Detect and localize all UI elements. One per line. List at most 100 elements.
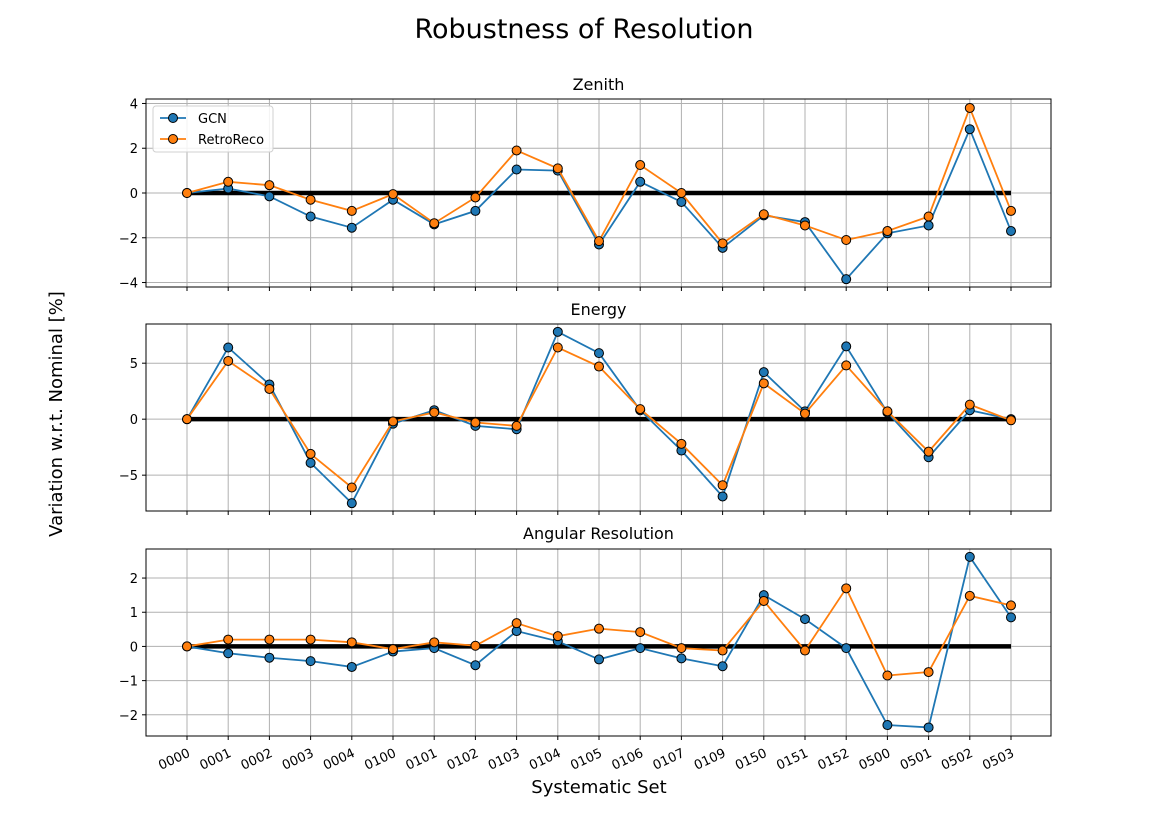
x-tick-label: 0503 (980, 746, 1016, 774)
legend-marker (168, 113, 178, 123)
data-point-retroreco (923, 667, 934, 678)
data-point-retroreco (964, 399, 975, 410)
data-point-retroreco (758, 209, 769, 220)
data-point-retroreco (182, 188, 192, 198)
data-point-retroreco (841, 360, 852, 371)
data-point-retroreco (264, 180, 275, 191)
y-tick-label: −5 (119, 469, 138, 484)
data-point-gcn (470, 660, 481, 671)
data-point-retroreco (346, 205, 357, 216)
panel-energy: −5 0 5 Energy (119, 300, 1052, 515)
data-point-retroreco (182, 414, 192, 425)
x-tick-label: 0109 (692, 746, 728, 774)
data-point-retroreco (429, 407, 440, 418)
y-tick-label: 1 (130, 606, 138, 621)
data-point-gcn (717, 491, 728, 502)
data-point-retroreco (635, 627, 646, 638)
figure-title: Robustness of Resolution (414, 14, 753, 45)
data-point-retroreco (676, 438, 687, 449)
data-point-retroreco (511, 618, 522, 629)
panel-angular-resolution: −2 −1 0 1 2 Angular Resolution (119, 524, 1052, 740)
x-tick-label: 0502 (939, 746, 975, 774)
data-point-retroreco (717, 645, 728, 656)
data-point-retroreco (511, 145, 522, 156)
x-tick-label: 0004 (321, 746, 357, 774)
data-point-retroreco (470, 192, 481, 203)
data-point-gcn (223, 648, 234, 659)
y-tick-label: 5 (130, 357, 138, 372)
data-point-gcn (635, 176, 646, 187)
panel-title: Energy (570, 300, 626, 319)
data-point-retroreco (470, 417, 481, 428)
y-tick-label: 0 (130, 187, 138, 202)
x-tick-label: 0102 (445, 746, 481, 774)
legend-label: GCN (198, 112, 227, 127)
y-tick-label: 0 (130, 413, 138, 428)
data-point-retroreco (882, 406, 893, 417)
data-point-retroreco (635, 160, 646, 171)
data-point-retroreco (511, 420, 522, 431)
x-tick-label: 0000 (156, 746, 192, 774)
data-point-retroreco (388, 416, 398, 427)
data-point-gcn (882, 720, 893, 731)
data-point-gcn (758, 367, 769, 378)
y-tick-label: 0 (130, 640, 138, 655)
data-point-gcn (923, 722, 934, 733)
x-tick-label: 0002 (239, 746, 275, 774)
x-tick-label: 0003 (280, 746, 316, 774)
x-tick-label: 0104 (527, 746, 563, 774)
axes-frame (145, 548, 1052, 737)
data-point-gcn (346, 222, 357, 233)
data-point-retroreco (346, 482, 357, 493)
data-point-retroreco (964, 590, 975, 601)
y-tick-label: −2 (119, 709, 138, 724)
x-tick-label: 0151 (774, 746, 810, 774)
data-point-retroreco (388, 644, 398, 655)
x-tick-label: 0101 (404, 746, 440, 774)
y-tick-label: 2 (130, 142, 138, 157)
data-point-gcn (1006, 226, 1016, 237)
data-point-gcn (594, 348, 604, 359)
data-point-retroreco (841, 235, 852, 245)
data-point-gcn (676, 653, 687, 664)
data-point-gcn (223, 342, 234, 353)
data-point-gcn (635, 643, 646, 654)
data-point-retroreco (305, 194, 316, 205)
data-point-retroreco (388, 189, 398, 200)
y-tick-label: −1 (119, 675, 138, 690)
x-tick-label: 0001 (198, 746, 234, 774)
y-tick-label: −2 (119, 232, 138, 247)
data-point-retroreco (964, 102, 975, 113)
panel-title: Zenith (573, 75, 625, 94)
x-tick-label: 0500 (857, 746, 893, 774)
data-point-gcn (841, 341, 852, 352)
data-point-retroreco (676, 643, 687, 654)
data-point-retroreco (594, 361, 604, 372)
data-point-retroreco (635, 404, 646, 415)
data-point-gcn (964, 124, 975, 135)
y-tick-label: 2 (130, 572, 138, 587)
legend-marker (168, 134, 178, 144)
data-point-gcn (305, 211, 316, 222)
data-point-retroreco (1006, 415, 1016, 426)
data-point-retroreco (594, 236, 604, 247)
x-tick-label: 0103 (486, 746, 522, 774)
data-point-retroreco (800, 408, 810, 419)
data-point-gcn (1006, 612, 1016, 623)
data-point-retroreco (552, 342, 563, 353)
data-point-retroreco (223, 355, 234, 366)
data-point-gcn (964, 551, 975, 562)
data-point-gcn (346, 661, 357, 672)
data-point-retroreco (223, 634, 234, 645)
data-point-retroreco (758, 595, 769, 606)
data-point-retroreco (923, 446, 934, 457)
data-point-retroreco (264, 383, 275, 394)
data-point-retroreco (552, 163, 563, 174)
data-point-retroreco (429, 218, 440, 229)
data-point-retroreco (800, 645, 810, 656)
data-point-retroreco (429, 637, 440, 648)
panel-title: Angular Resolution (523, 524, 674, 543)
data-point-gcn (264, 191, 275, 202)
